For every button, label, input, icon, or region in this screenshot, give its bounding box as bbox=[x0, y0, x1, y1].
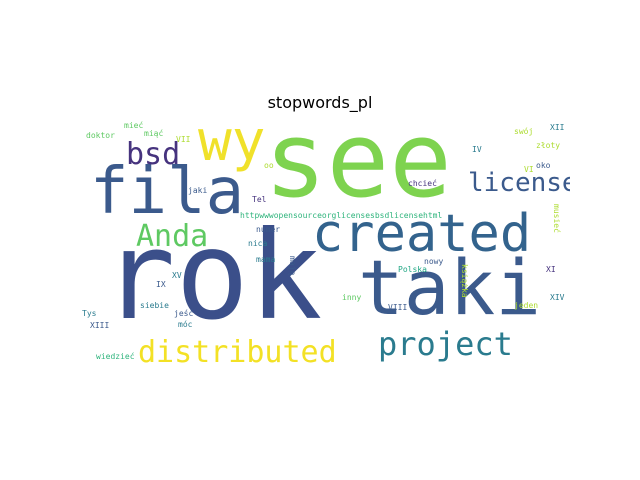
word-chciec: chcieć bbox=[408, 179, 437, 188]
word-vii: VII bbox=[176, 135, 191, 144]
word-bsd: bsd bbox=[126, 137, 181, 172]
chart-title: stopwords_pl bbox=[267, 93, 373, 112]
word-xv: XV bbox=[172, 271, 182, 280]
word-siebie: siebie bbox=[140, 301, 169, 310]
word-project: project bbox=[378, 325, 513, 363]
word-miac: miąć bbox=[144, 129, 164, 138]
word-zloty: złoty bbox=[536, 141, 561, 150]
word-jaki: jaki bbox=[188, 186, 208, 195]
word-see: see bbox=[264, 120, 452, 221]
word-moc: móc bbox=[178, 320, 193, 329]
word-created: created bbox=[312, 204, 532, 264]
word-distributed: distributed bbox=[138, 335, 337, 370]
word-mama: mama bbox=[256, 255, 276, 264]
word-miec: mieć bbox=[124, 121, 144, 130]
word-taki: taki bbox=[358, 243, 542, 332]
word-jesc: jeść bbox=[174, 309, 194, 318]
word-ix: IX bbox=[156, 280, 166, 289]
word-tys: Tys bbox=[82, 309, 97, 318]
word-anda: Anda bbox=[136, 219, 209, 254]
word-xii: XII bbox=[550, 123, 565, 132]
word-license: license bbox=[468, 168, 570, 198]
word-swoj: swój bbox=[514, 127, 534, 136]
word-oo: oo bbox=[264, 161, 274, 170]
word-doktor: doktor bbox=[86, 131, 115, 140]
word-numer: numer bbox=[256, 225, 281, 234]
word-xiii: XIII bbox=[90, 321, 110, 330]
word-inny: inny bbox=[342, 293, 362, 302]
word-tel: Tel bbox=[252, 195, 267, 204]
word-fila: fila bbox=[90, 155, 245, 229]
word-ksiazka: książka bbox=[460, 264, 469, 298]
word-nowy: nowy bbox=[424, 257, 444, 266]
word-musiec: musieć bbox=[552, 204, 561, 233]
word-polska: Polska bbox=[398, 265, 427, 274]
word-viii: VIII bbox=[388, 303, 408, 312]
word-wiedziec: wiedzieć bbox=[96, 352, 135, 361]
word-cloud: see rok taki fila created wy bsd license… bbox=[80, 120, 570, 370]
word-rok: rok bbox=[102, 205, 323, 347]
word-http: httpwwwopensourceorglicensesbsdlicenseht… bbox=[240, 211, 443, 220]
word-oko: oko bbox=[536, 161, 551, 170]
word-wy: wy bbox=[198, 120, 266, 174]
word-xi: XI bbox=[546, 265, 556, 274]
word-xiv: XIV bbox=[550, 293, 565, 302]
word-maja: mają bbox=[288, 256, 297, 276]
word-nica: nica bbox=[248, 239, 268, 248]
word-jeden: jeden bbox=[514, 301, 539, 310]
word-iv: IV bbox=[472, 145, 482, 154]
word-vi: VI bbox=[524, 165, 534, 174]
